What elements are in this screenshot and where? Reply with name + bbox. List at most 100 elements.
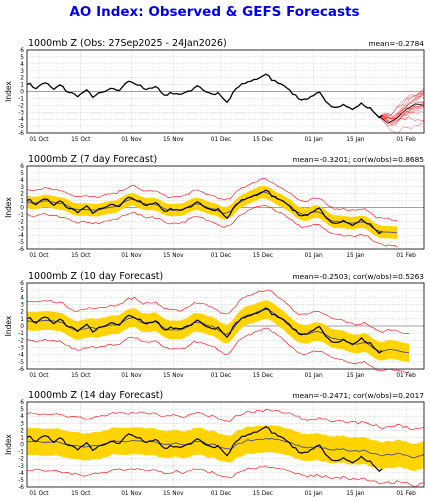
y-tick-label: 2 bbox=[20, 310, 24, 316]
y-tick-label: 5 bbox=[20, 171, 24, 177]
y-tick-label: 3 bbox=[20, 421, 24, 427]
lower-ci-line bbox=[26, 465, 425, 488]
x-tick-label: 15 Jan bbox=[346, 373, 364, 379]
ensemble-member-line bbox=[379, 93, 425, 120]
y-tick-label: 2 bbox=[20, 428, 24, 434]
ensemble-mean-line bbox=[26, 191, 398, 234]
y-tick-label: -2 bbox=[18, 219, 24, 225]
panel-title: 1000mb Z (7 day Forecast) bbox=[28, 154, 157, 165]
x-tick-label: 01 Oct bbox=[29, 373, 49, 379]
ensemble-member-line bbox=[379, 116, 425, 127]
y-tick-label: 3 bbox=[20, 69, 24, 75]
y-tick-label: 4 bbox=[20, 414, 24, 420]
observed-line bbox=[26, 73, 383, 119]
y-tick-label: 6 bbox=[20, 164, 24, 170]
y-tick-label: -3 bbox=[18, 464, 24, 470]
x-tick-label: 15 Dec bbox=[253, 373, 273, 379]
x-tick-label: 15 Oct bbox=[71, 137, 91, 143]
y-tick-label: -1 bbox=[18, 331, 24, 337]
ensemble-member-line bbox=[379, 102, 425, 124]
y-tick-label: 0 bbox=[20, 324, 24, 330]
x-tick-label: 01 Dec bbox=[211, 253, 231, 259]
x-tick-label: 01 Oct bbox=[29, 137, 49, 143]
x-tick-label: 15 Dec bbox=[253, 253, 273, 259]
y-tick-label: 5 bbox=[20, 55, 24, 61]
y-tick-label: 0 bbox=[20, 90, 24, 96]
y-tick-label: -5 bbox=[18, 124, 24, 130]
y-axis-label: Index bbox=[4, 434, 13, 455]
ensemble-member-line bbox=[379, 105, 425, 121]
observed-line bbox=[26, 189, 383, 235]
y-tick-label: -5 bbox=[18, 478, 24, 484]
lower-ci-line bbox=[26, 205, 398, 247]
ensemble-member-line bbox=[379, 116, 425, 134]
x-tick-label: 15 Dec bbox=[253, 137, 273, 143]
y-tick-label: -6 bbox=[18, 367, 24, 373]
panel-stats: mean=-0.2784 bbox=[368, 39, 424, 48]
y-tick-label: 6 bbox=[20, 400, 24, 406]
x-tick-label: 01 Oct bbox=[29, 491, 49, 497]
y-tick-label: -6 bbox=[18, 247, 24, 253]
y-tick-label: -3 bbox=[18, 346, 24, 352]
y-tick-label: -5 bbox=[18, 240, 24, 246]
plot-frame bbox=[26, 282, 425, 370]
y-tick-label: -4 bbox=[18, 353, 24, 359]
x-tick-label: 15 Jan bbox=[346, 253, 364, 259]
y-tick-label: -1 bbox=[18, 96, 24, 102]
y-tick-label: 3 bbox=[20, 303, 24, 309]
plot-frame bbox=[26, 401, 425, 488]
y-tick-label: -1 bbox=[18, 450, 24, 456]
y-tick-label: 2 bbox=[20, 76, 24, 82]
y-tick-label: 3 bbox=[20, 185, 24, 191]
upper-ci-line bbox=[26, 289, 410, 334]
ensemble-mean-line bbox=[378, 103, 425, 124]
x-tick-label: 01 Nov bbox=[121, 253, 142, 259]
x-tick-label: 15 Jan bbox=[346, 491, 364, 497]
y-tick-label: 1 bbox=[20, 317, 24, 323]
plot-frame bbox=[26, 49, 425, 134]
panel-title: 1000mb Z (14 day Forecast) bbox=[28, 390, 163, 401]
ensemble-member-line bbox=[379, 111, 425, 126]
y-tick-label: -4 bbox=[18, 117, 24, 123]
x-tick-label: 01 Jan bbox=[304, 137, 322, 143]
x-tick-label: 01 Feb bbox=[396, 373, 416, 379]
figure-title: AO Index: Observed & GEFS Forecasts bbox=[69, 4, 360, 20]
y-tick-label: 6 bbox=[20, 281, 24, 287]
y-tick-label: -6 bbox=[18, 485, 24, 491]
y-tick-label: -3 bbox=[18, 226, 24, 232]
x-tick-label: 01 Feb bbox=[396, 137, 416, 143]
y-tick-label: -6 bbox=[18, 131, 24, 137]
x-tick-label: 01 Feb bbox=[396, 491, 416, 497]
x-tick-label: 01 Dec bbox=[211, 373, 231, 379]
y-tick-label: -4 bbox=[18, 471, 24, 477]
lower-ci-line bbox=[26, 327, 410, 374]
y-tick-label: 6 bbox=[20, 48, 24, 54]
x-tick-label: 01 Dec bbox=[211, 137, 231, 143]
y-tick-label: -3 bbox=[18, 110, 24, 116]
x-tick-label: 15 Dec bbox=[253, 491, 273, 497]
observed-line bbox=[26, 426, 383, 472]
y-axis-label: Index bbox=[4, 81, 13, 102]
observed-line bbox=[26, 307, 383, 354]
x-tick-label: 15 Oct bbox=[71, 491, 91, 497]
x-tick-label: 15 Nov bbox=[163, 491, 184, 497]
ensemble-mean-line bbox=[26, 438, 425, 459]
y-tick-label: -2 bbox=[18, 338, 24, 344]
plot-frame bbox=[26, 165, 425, 250]
panel-stats: mean=-0.2471; cor(w/obs)=0.2017 bbox=[292, 391, 424, 400]
panel-title: 1000mb Z (Obs: 27Sep2025 - 24Jan2026) bbox=[28, 38, 227, 49]
upper-ci-line bbox=[26, 409, 425, 431]
x-tick-label: 15 Nov bbox=[163, 373, 184, 379]
y-tick-label: -1 bbox=[18, 212, 24, 218]
y-tick-label: 1 bbox=[20, 83, 24, 89]
x-tick-label: 15 Nov bbox=[163, 137, 184, 143]
y-tick-label: 5 bbox=[20, 288, 24, 294]
x-tick-label: 01 Dec bbox=[211, 491, 231, 497]
y-tick-label: 4 bbox=[20, 62, 24, 68]
x-tick-label: 15 Nov bbox=[163, 253, 184, 259]
panel-title: 1000mb Z (10 day Forecast) bbox=[28, 271, 163, 282]
x-tick-label: 01 Nov bbox=[121, 373, 142, 379]
y-tick-label: 2 bbox=[20, 192, 24, 198]
